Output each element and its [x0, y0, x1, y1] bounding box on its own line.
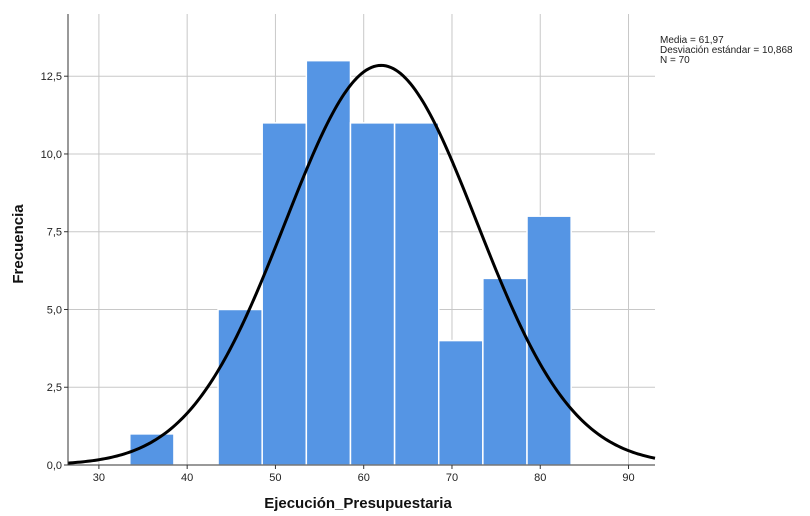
x-tick-label: 40 [181, 472, 193, 484]
y-tick-label: 0,0 [47, 460, 62, 472]
histogram-bar [349, 122, 396, 466]
y-tick-label: 2,5 [47, 382, 62, 394]
y-tick-label: 10,0 [41, 149, 62, 161]
x-tick-label: 60 [358, 472, 370, 484]
x-tick-label: 80 [534, 472, 546, 484]
histogram-bar [217, 308, 263, 466]
stats-mean: Media = 61,97 [660, 35, 724, 46]
x-tick-label: 50 [269, 472, 281, 484]
stats-box: Media = 61,97 Desviación estándar = 10,8… [660, 36, 793, 66]
histogram-bar [437, 339, 484, 466]
y-tick-label: 12,5 [41, 71, 62, 83]
histogram-bar [305, 59, 352, 466]
y-tick-label: 5,0 [47, 304, 62, 316]
x-axis-title: Ejecución_Presupuestaria [264, 495, 452, 512]
histogram-bar [261, 122, 308, 466]
stats-n: N = 70 [660, 55, 690, 66]
y-axis-title: Frecuencia [10, 204, 27, 284]
stats-sd: Desviación estándar = 10,868 [660, 45, 793, 56]
tick-marks: 0,0 2,5 5,0 7,5 10,0 12,5 30 40 50 60 70 80 90 [41, 71, 635, 484]
histogram-bar [393, 122, 440, 466]
x-tick-label: 30 [93, 472, 105, 484]
histogram-bar [526, 215, 572, 466]
x-tick-label: 90 [622, 472, 634, 484]
normal-curve [67, 63, 656, 465]
x-tick-label: 70 [446, 472, 458, 484]
y-tick-label: 7,5 [47, 227, 62, 239]
histogram-bar [482, 277, 528, 466]
